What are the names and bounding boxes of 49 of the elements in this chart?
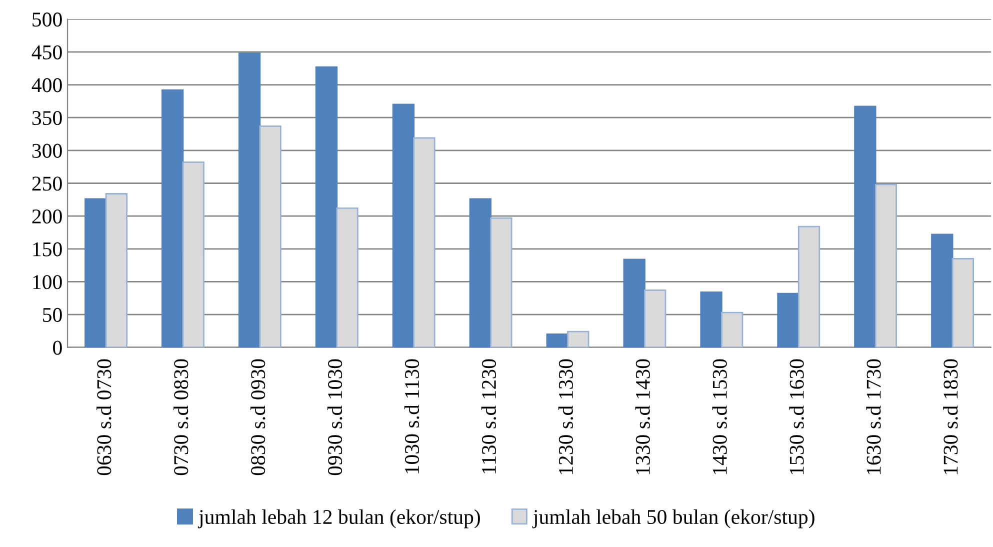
bar <box>490 217 512 348</box>
bar <box>315 66 338 348</box>
bar <box>413 137 436 348</box>
x-tick-label: 1130 s.d 1230 <box>481 359 496 474</box>
y-tick-label: 500 <box>32 12 62 27</box>
legend-label: jumlah lebah 50 bulan (ekor/stup) <box>532 509 814 528</box>
legend-label: jumlah lebah 12 bulan (ekor/stup) <box>198 509 480 528</box>
bar <box>469 198 492 348</box>
x-tick-label: 0630 s.d 0730 <box>96 359 112 476</box>
x-tick-label: 1530 s.d 1630 <box>789 359 804 474</box>
y-tick-label: 350 <box>32 110 62 126</box>
bar <box>874 184 898 348</box>
bar <box>546 334 568 348</box>
bar <box>182 162 204 348</box>
bar <box>336 207 358 348</box>
bar <box>623 258 646 348</box>
x-tick-label: 0830 s.d 0930 <box>250 359 266 476</box>
x-tick-label: 0730 s.d 0830 <box>174 359 188 476</box>
bar <box>392 104 415 348</box>
bar <box>931 234 954 348</box>
bar <box>238 52 261 348</box>
y-tick-label: 300 <box>32 144 62 158</box>
bar <box>854 106 876 348</box>
bar <box>798 226 820 348</box>
bar <box>644 290 666 348</box>
x-tick-label: 1630 s.d 1730 <box>866 359 881 474</box>
x-tick-label: 0930 s.d 1030 <box>327 359 342 476</box>
bar <box>259 125 282 348</box>
bar <box>700 292 722 348</box>
y-tick-label: 250 <box>32 176 62 191</box>
y-tick-label: 200 <box>32 209 62 224</box>
bar <box>777 292 800 348</box>
x-tick-label: 1330 s.d 1430 <box>635 359 650 474</box>
bar <box>567 330 590 348</box>
bar <box>84 198 107 348</box>
x-tick-label: 1730 s.d 1830 <box>943 359 958 474</box>
y-tick-label: 0 <box>53 340 62 355</box>
y-tick-label: 150 <box>33 242 62 256</box>
x-tick-label: 1430 s.d 1530 <box>712 359 727 474</box>
y-tick-label: 450 <box>32 45 62 60</box>
bar <box>720 312 744 348</box>
y-tick-label: 50 <box>43 308 62 322</box>
bar <box>161 89 184 348</box>
bar <box>105 193 128 348</box>
y-tick-label: 400 <box>32 78 62 92</box>
bar <box>952 258 974 348</box>
x-tick-label: 1230 s.d 1330 <box>558 359 574 474</box>
x-tick-label: 1030 s.d 1130 <box>404 359 420 474</box>
y-tick-label: 100 <box>33 275 62 290</box>
